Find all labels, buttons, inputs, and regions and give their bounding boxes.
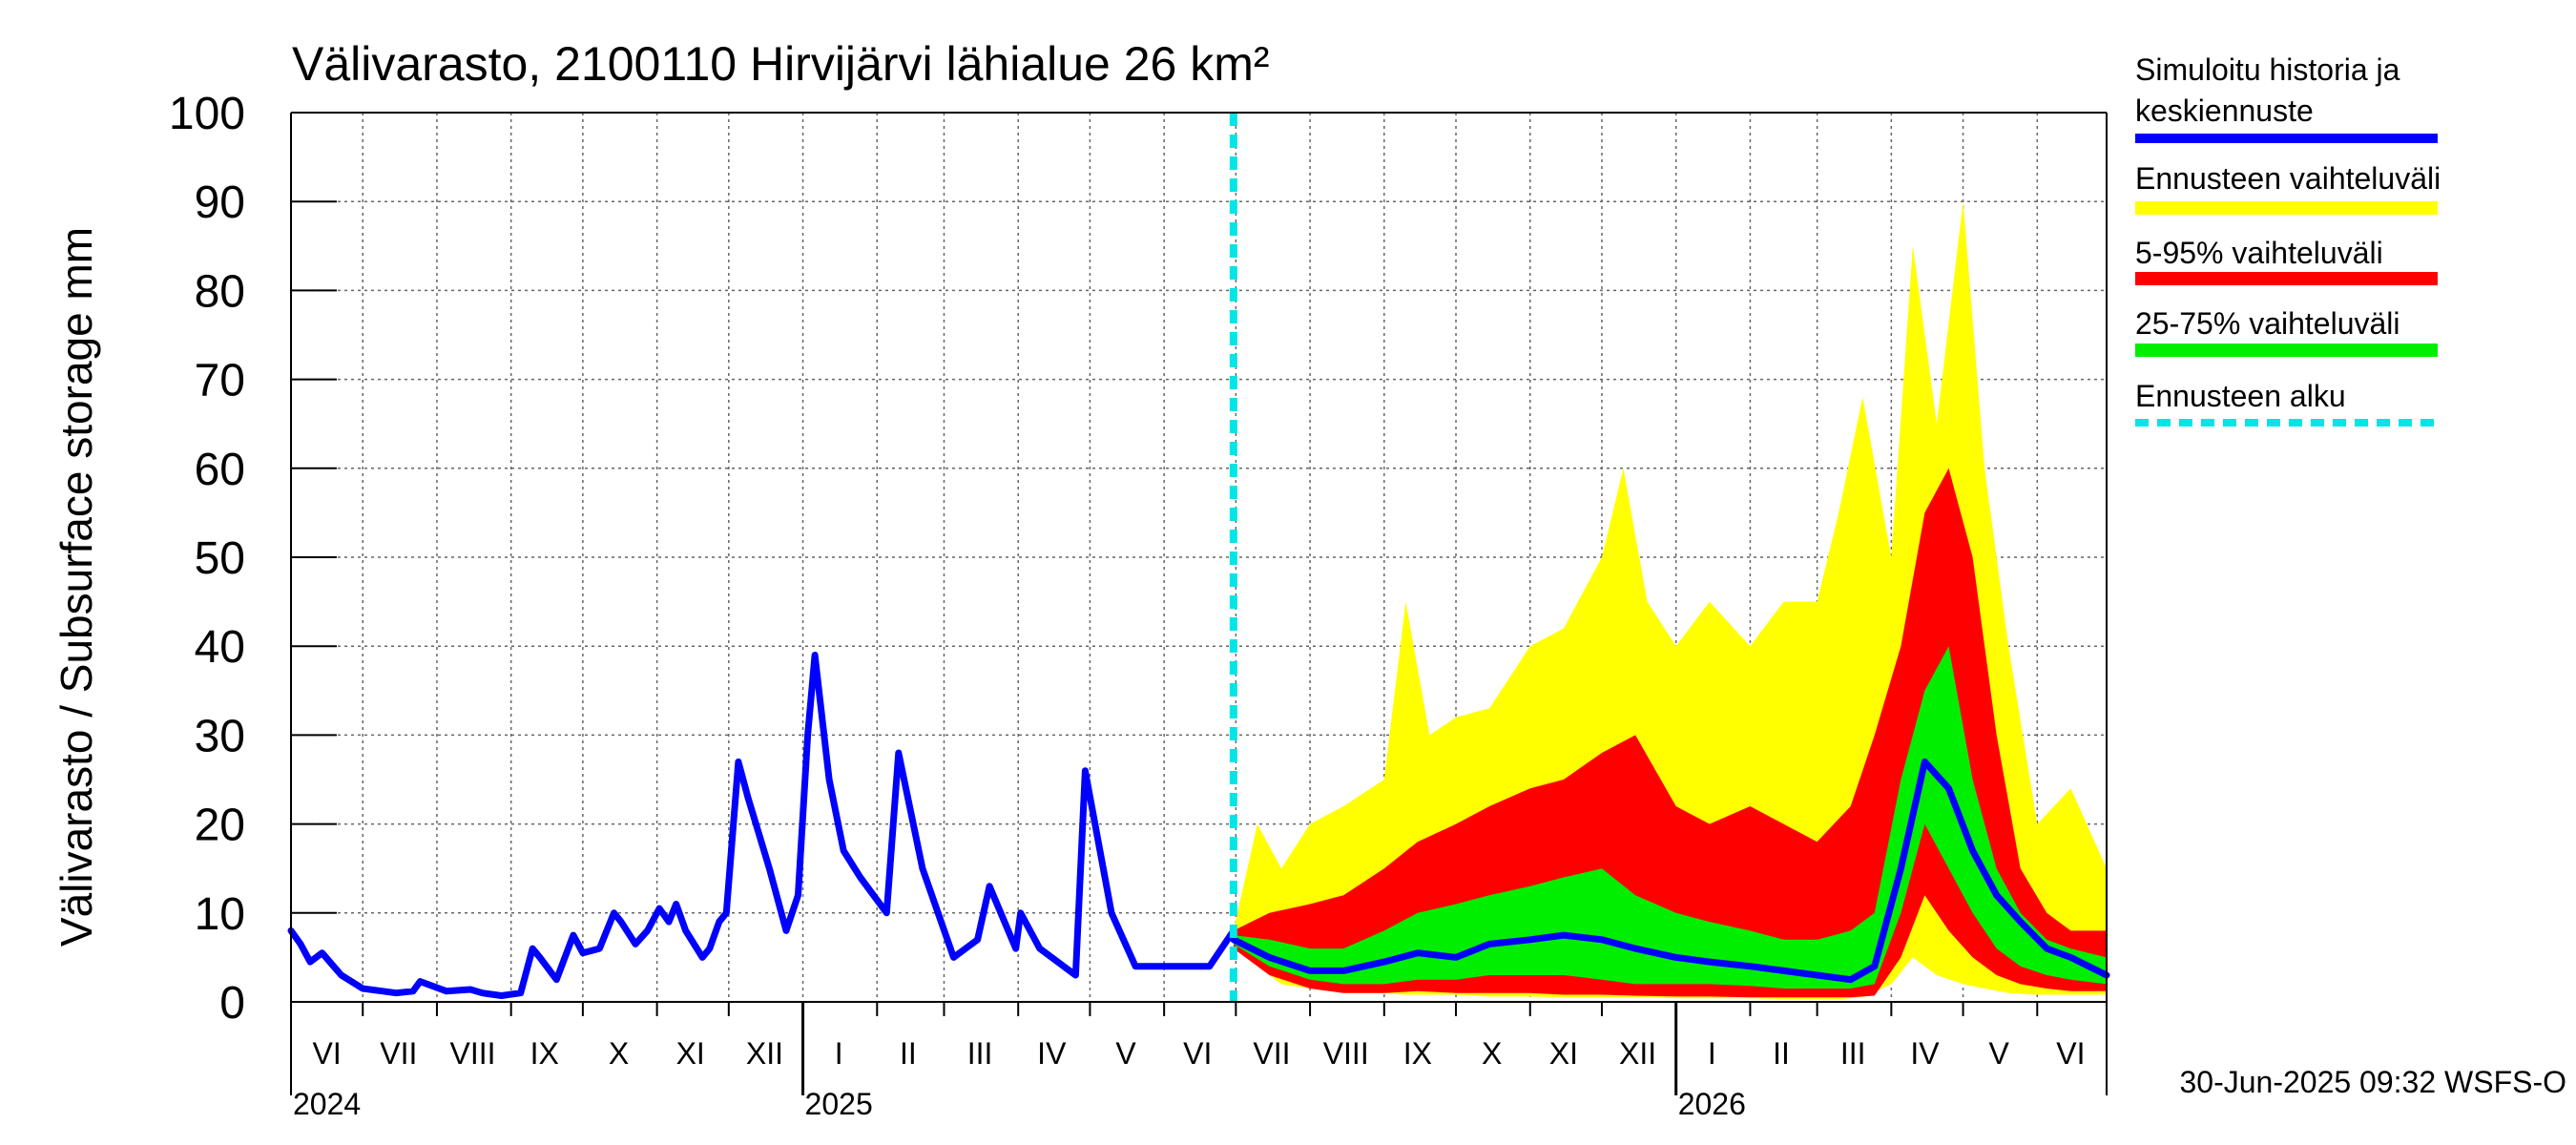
x-tick-labels: VI VII VIII IX X XI XII I II III IV V VI VII VIII IX X XI… [293, 1002, 2086, 1121]
x-tick-label: VI [2056, 1036, 2085, 1071]
x-tick-label: XII [1619, 1036, 1656, 1071]
axes [290, 112, 2108, 1095]
x-tick-label: VI [312, 1036, 341, 1071]
y-tick-label: 90 [195, 177, 245, 228]
x-tick-label: XI [676, 1036, 705, 1071]
x-tick-label: I [1708, 1036, 1716, 1071]
median-forecast-line [1230, 758, 2110, 984]
x-tick-label: VIII [1323, 1036, 1369, 1071]
x-tick-label: V [1115, 1036, 1136, 1071]
legend: Simuloitu historia ja keskiennuste Ennuste… [2135, 52, 2441, 427]
x-tick-label: VII [1253, 1036, 1290, 1071]
x-tick-label: IX [530, 1036, 559, 1071]
legend-label: Simuloitu historia ja [2135, 52, 2400, 87]
x-tick-label: III [1840, 1036, 1866, 1071]
y-tick-label: 80 [195, 266, 245, 317]
series-lines [287, 652, 2110, 999]
y-tick-label: 70 [195, 356, 245, 406]
legend-label: 5-95% vaihteluväli [2135, 236, 2383, 270]
legend-label: Ennusteen alku [2135, 379, 2346, 413]
y-tick-label: 10 [195, 889, 245, 940]
y-axis-label: Välivarasto / Subsurface storage mm [52, 227, 101, 947]
x-tick-label: X [609, 1036, 629, 1071]
x-tick-label: III [967, 1036, 993, 1071]
x-tick-label: IV [1910, 1036, 1940, 1071]
year-label: 2026 [1678, 1087, 1746, 1121]
x-tick-label: II [900, 1036, 917, 1071]
forecast-bands [1233, 201, 2107, 1000]
y-tick-label: 0 [219, 978, 245, 1029]
footer-timestamp: 30-Jun-2025 09:32 WSFS-O [2179, 1065, 2566, 1099]
x-tick-label: IV [1037, 1036, 1067, 1071]
y-tick-label: 100 [169, 89, 245, 139]
x-tick-label: I [835, 1036, 843, 1071]
legend-label: keskiennuste [2135, 94, 2314, 128]
y-tick-label: 60 [195, 445, 245, 495]
legend-label: 25-75% vaihteluväli [2135, 306, 2400, 341]
y-tick-label: 50 [195, 533, 245, 584]
chart-title: Välivarasto, 2100110 Hirvijärvi lähialue… [292, 37, 1270, 91]
y-tick-labels: 0 10 20 30 40 50 60 70 80 90 100 [169, 89, 337, 1029]
x-tick-label: X [1482, 1036, 1502, 1071]
x-tick-label: VIII [450, 1036, 496, 1071]
legend-label: Ennusteen vaihteluväli [2135, 161, 2441, 196]
x-tick-label: IX [1403, 1036, 1432, 1071]
year-label: 2025 [805, 1087, 873, 1121]
y-tick-label: 30 [195, 711, 245, 761]
x-tick-label: XI [1549, 1036, 1578, 1071]
year-label: 2024 [293, 1087, 361, 1121]
grid [291, 112, 2107, 1003]
y-tick-label: 40 [195, 622, 245, 673]
x-tick-label: II [1773, 1036, 1790, 1071]
x-tick-label: V [1989, 1036, 2010, 1071]
x-tick-label: VI [1183, 1036, 1212, 1071]
x-tick-label: VII [380, 1036, 417, 1071]
history-line [287, 652, 1237, 999]
y-tick-label: 20 [195, 801, 245, 851]
x-tick-label: XII [746, 1036, 783, 1071]
